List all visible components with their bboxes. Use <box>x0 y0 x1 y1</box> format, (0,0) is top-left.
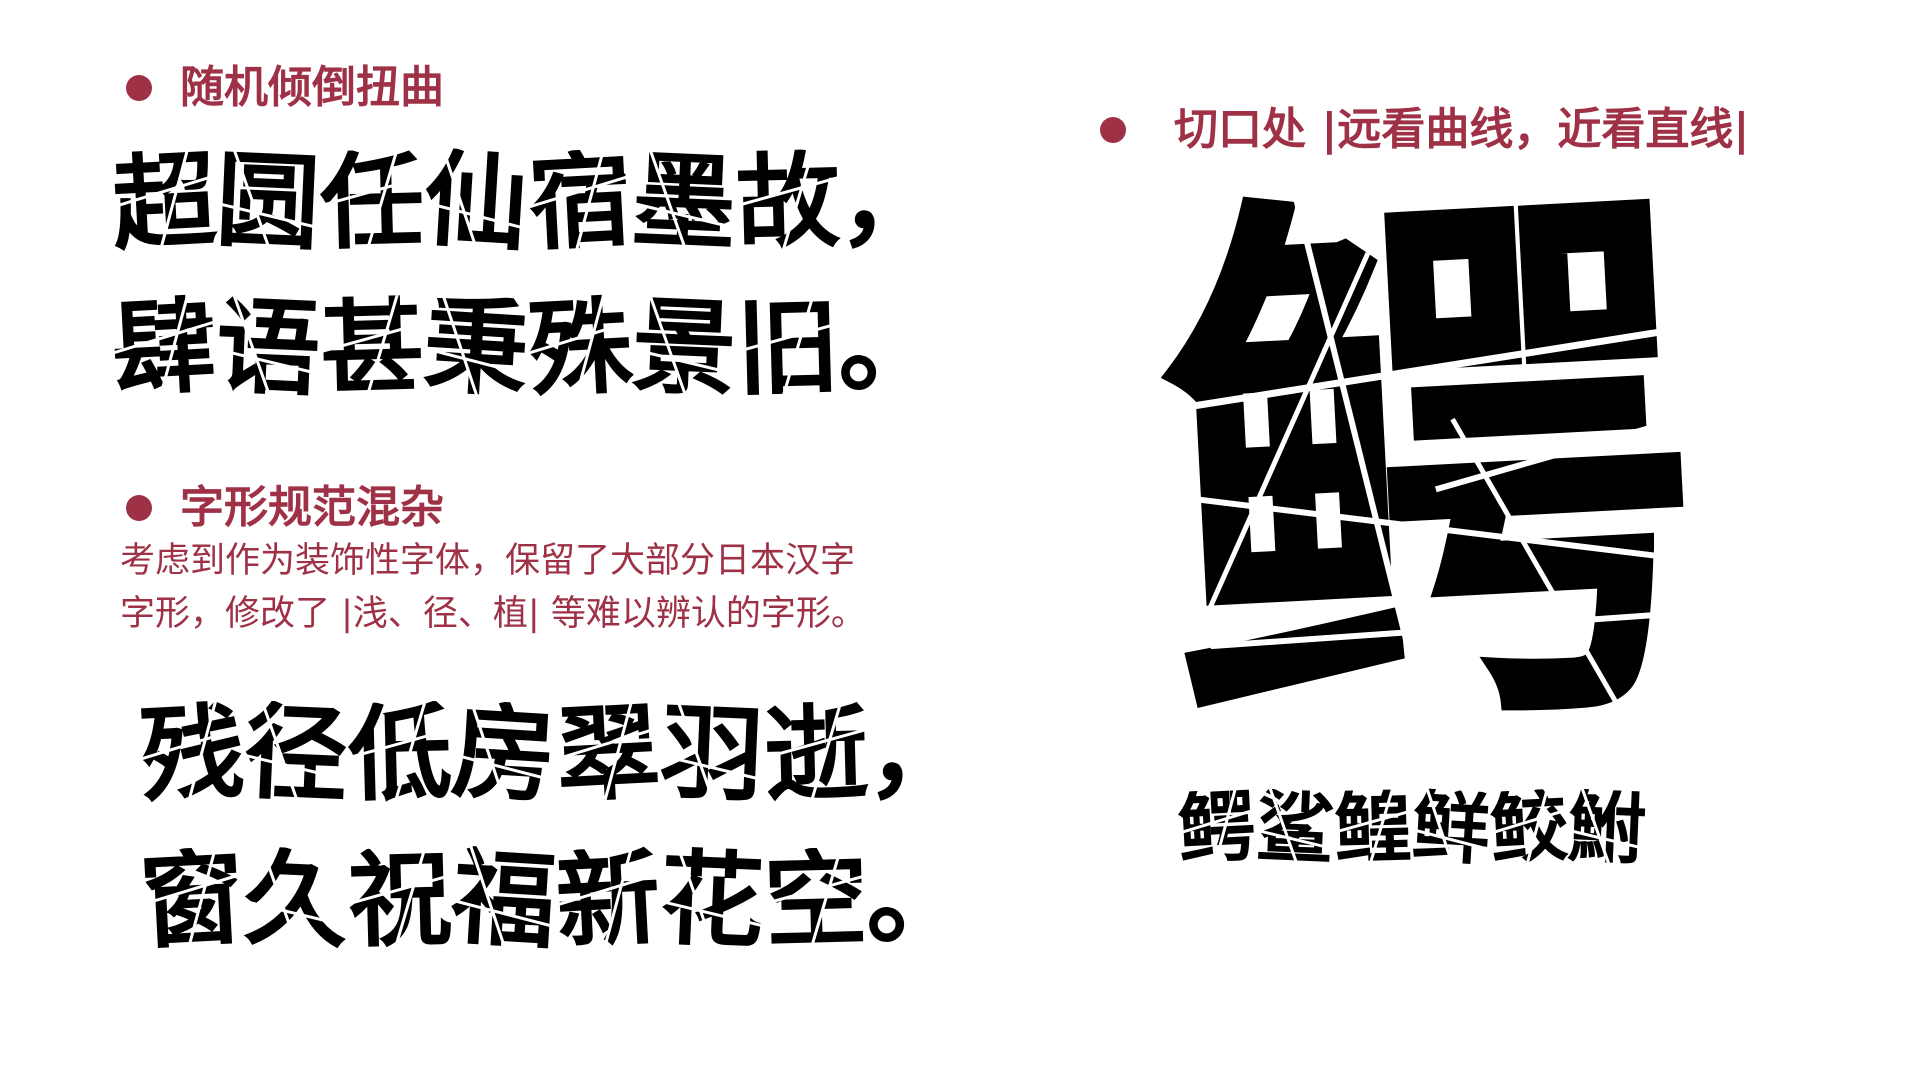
glyph-char: 。 <box>865 844 976 956</box>
sample-line-2: 肆语甚秉殊景旧。 <box>109 292 948 404</box>
section-heading-random-tilt: 随机倾倒扭曲 <box>126 66 444 110</box>
section-heading-cuts: 切口处 |远看曲线，近看直线| <box>1100 108 1749 152</box>
glyph-char: 房 <box>448 698 560 810</box>
big-glyph: 鳄 <box>1144 135 1716 815</box>
glyph-char: 花 <box>657 845 767 955</box>
glyph-char: 鲛 <box>1488 788 1571 870</box>
glyph-char: 空 <box>762 846 870 954</box>
glyph-char: 径 <box>241 699 351 809</box>
glyph-char: 殊 <box>525 293 635 403</box>
section-heading-glyph-standards: 字形规范混杂 <box>126 486 444 530</box>
glyph-char: 肆 <box>109 293 219 403</box>
glyph-char: 福 <box>448 844 560 956</box>
glyph-char: 残 <box>137 699 247 809</box>
glyph-char: 仙 <box>420 146 532 258</box>
glyph-char: 旧 <box>734 294 842 402</box>
glyph-char: 久 <box>241 845 351 955</box>
glyph-char: 语 <box>213 293 323 403</box>
description-line-1: 考虑到作为装饰性字体，保留了大部分日本汉字 <box>120 541 856 581</box>
glyph-char: 甚 <box>318 294 426 402</box>
sample-line-1: 超圆任仙宿墨故， <box>109 146 948 258</box>
glyph-char: 墨 <box>629 147 739 257</box>
bullet-dot <box>126 75 152 101</box>
glyph-char: 羽 <box>657 699 767 809</box>
glyph-char: ， <box>865 698 976 810</box>
glyph-char: 超 <box>109 147 219 257</box>
heading-text: 字形规范混杂 <box>180 482 444 533</box>
glyph-char: ， <box>837 146 948 258</box>
glyph-char: 窗 <box>137 845 247 955</box>
big-glyph-showcase: 鳄 <box>1112 135 1748 815</box>
glyph-char: 低 <box>346 700 454 808</box>
glyph-char: 宿 <box>525 147 635 257</box>
glyph-char: 鲨 <box>1254 788 1336 870</box>
bullet-dot <box>126 495 152 521</box>
glyph-char: 鲜 <box>1409 787 1493 871</box>
glyph-char: 鳇 <box>1333 788 1414 870</box>
glyph-char: 翠 <box>553 699 663 809</box>
glyph-char: 逝 <box>762 700 870 808</box>
glyph-char: 圆 <box>213 147 323 257</box>
glyph-char: 秉 <box>420 292 532 404</box>
sample-line-3: 残径低房翠羽逝， <box>137 698 976 810</box>
description-line-2: 字形，修改了 |浅、径、植| 等难以辨认的字形。 <box>120 593 866 634</box>
glyph-char: 。 <box>837 292 948 404</box>
bullet-dot <box>1100 117 1126 143</box>
glyph-char: 景 <box>629 293 739 403</box>
heading-text: 切口处 |远看曲线，近看直线| <box>1174 104 1750 155</box>
glyph-char: 新 <box>553 845 663 955</box>
glyph-char: 任 <box>318 148 426 256</box>
heading-text: 随机倾倒扭曲 <box>180 62 444 113</box>
glyph-char: 鮒 <box>1566 788 1648 870</box>
small-glyph-row: 鳄鲨鳇鲜鲛鮒 <box>1176 787 1648 871</box>
glyph-char: 故 <box>734 148 842 256</box>
section-description: 考虑到作为装饰性字体，保留了大部分日本汉字 字形，修改了 |浅、径、植| 等难以… <box>120 535 866 640</box>
sample-line-4: 窗久祝福新花空。 <box>137 844 976 956</box>
glyph-char: 鳄 <box>1176 788 1259 870</box>
glyph-char: 祝 <box>346 846 454 954</box>
